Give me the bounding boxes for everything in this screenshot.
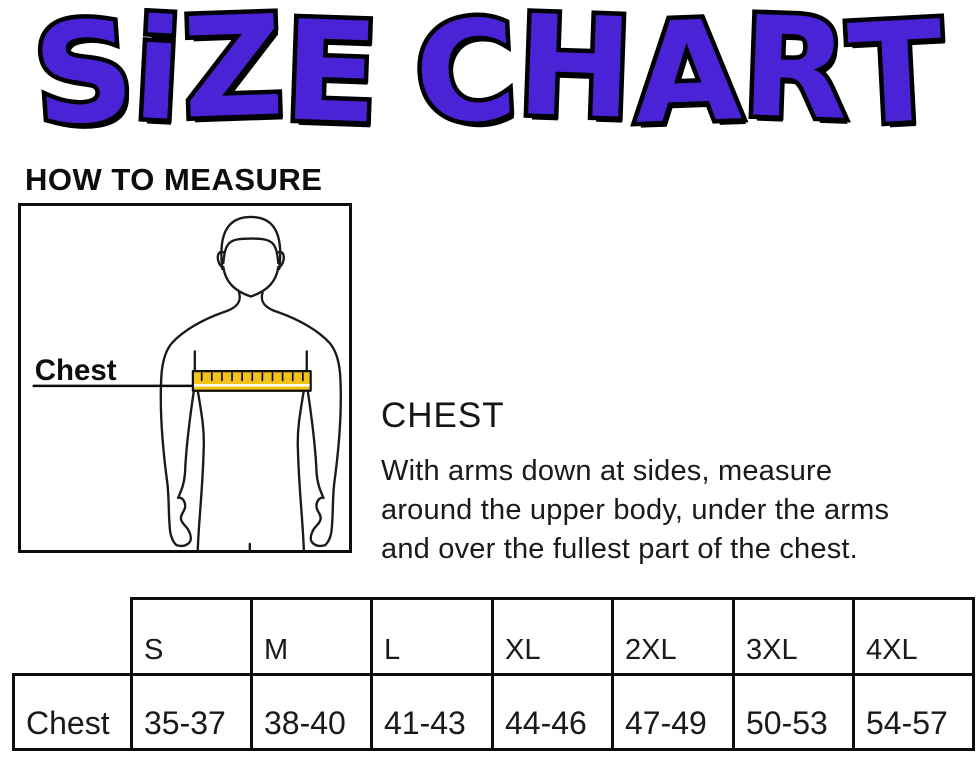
size-col-header: XL [491,597,614,676]
figure-face [222,265,280,298]
chest-value-cell: 47-49 [611,673,735,751]
figure-left-torso [196,389,206,550]
size-table-corner [14,599,132,675]
size-col-header: S [130,597,253,676]
figure-ear-right [277,250,285,270]
chest-value-cell: 54-57 [852,673,975,751]
chest-description-line: around the upper body, under the arms [381,494,890,526]
size-header-row: S M L XL 2XL 3XL 4XL [14,597,975,676]
figure-hair [220,215,282,271]
chest-value-cell: 41-43 [370,673,494,751]
chest-value-cell: 44-46 [491,673,614,751]
chest-value-cell: 50-53 [732,673,855,751]
page-title: SiZE CHART [24,0,953,162]
measurement-diagram: Chest [18,203,352,553]
figure-right-inner-arm [306,389,325,499]
figure-left-inner-arm [176,389,196,499]
size-table: S M L XL 2XL 3XL 4XL Chest 35-37 38-40 4… [12,597,975,751]
chest-row-label: Chest [12,673,133,751]
figure-left-hand [174,496,192,548]
chest-heading: CHEST [381,396,505,435]
measuring-tape [191,370,312,392]
figure-right-hand [309,496,327,548]
size-col-header: 3XL [732,597,855,676]
chest-description: With arms down at sides, measure around … [381,452,889,569]
figure-right-torso [296,389,306,550]
figure-right-arm-outline [260,291,342,547]
chest-values-row: Chest 35-37 38-40 41-43 44-46 47-49 50-5… [12,673,975,751]
how-to-measure-heading: HOW TO MEASURE [25,162,323,197]
tape-ticks [200,372,304,382]
figure-ear-left [216,250,225,270]
figure-left-arm-outline [159,291,241,547]
chest-pointer-label: Chest [35,354,117,387]
chest-description-line: and over the fullest part of the chest. [381,533,858,565]
chest-value-cell: 35-37 [130,673,253,751]
chest-description-line: With arms down at sides, measure [381,455,833,487]
size-col-header: M [250,597,373,676]
size-col-header: 2XL [611,597,735,676]
body-figure-svg: Chest [32,215,342,550]
chest-value-cell: 38-40 [250,673,373,751]
figure-hair-fringe [222,237,280,265]
size-col-header: 4XL [852,597,975,676]
size-col-header: L [370,597,494,676]
